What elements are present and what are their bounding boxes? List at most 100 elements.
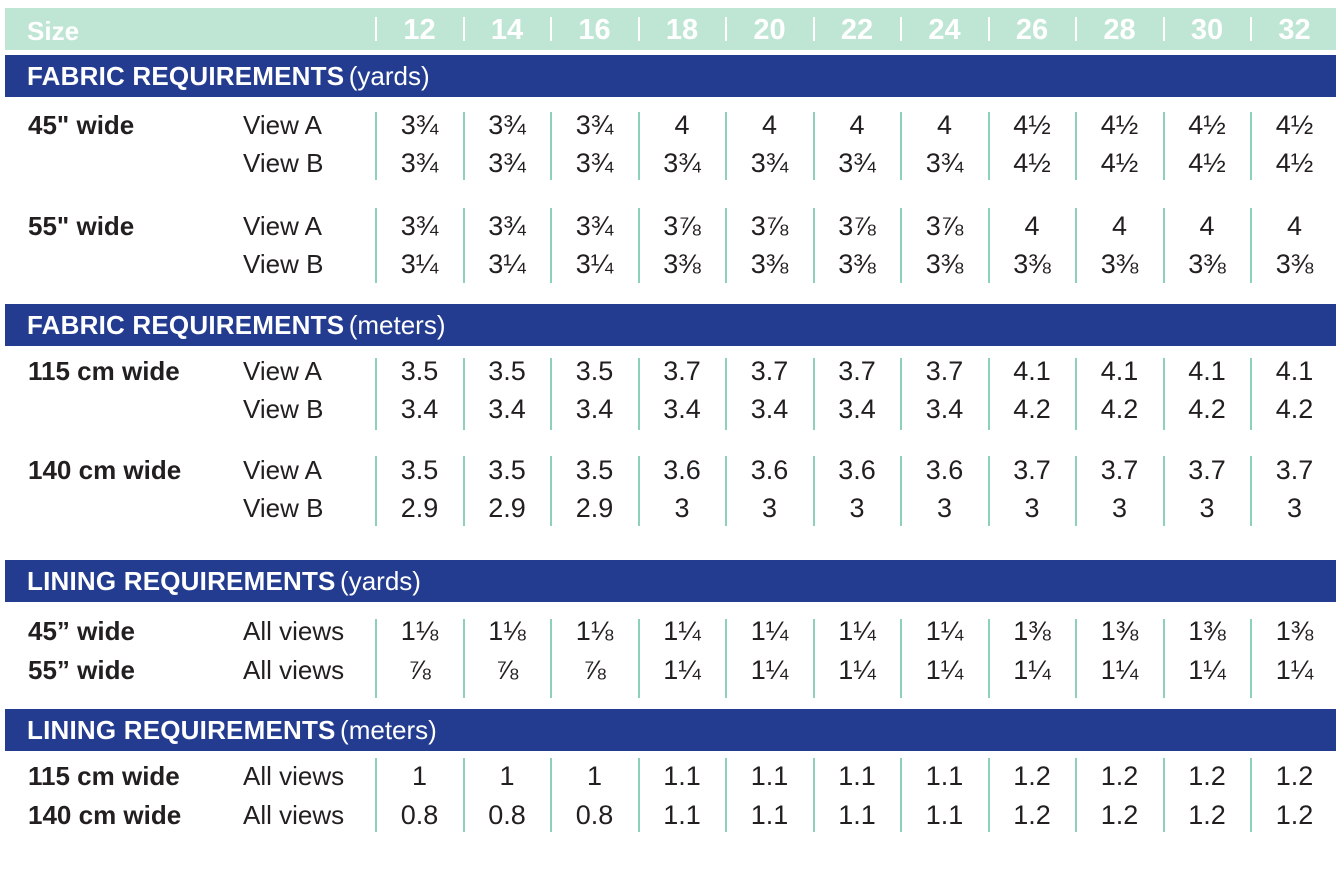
table-cell: 4 bbox=[936, 110, 953, 140]
table-cell: 4½ bbox=[1188, 148, 1226, 178]
header-column-divider bbox=[637, 17, 640, 41]
column-divider bbox=[550, 208, 552, 283]
size-header-row: Size 12 14 16 18 20 22 24 26 28 30 32 bbox=[5, 8, 1336, 50]
header-column-divider bbox=[550, 17, 552, 41]
table-cell: 1 bbox=[499, 761, 515, 791]
table-cell: 1.2 bbox=[1100, 761, 1139, 791]
column-divider bbox=[462, 112, 465, 180]
size-header-22: 22 bbox=[840, 14, 874, 46]
table-cell: 1¼ bbox=[750, 616, 789, 646]
column-divider bbox=[812, 112, 815, 180]
table-cell: 3.4 bbox=[400, 394, 439, 424]
table-cell: 3⅞ bbox=[663, 211, 701, 241]
table-cell: 1⅛ bbox=[575, 616, 614, 646]
table-cell: 3¾ bbox=[838, 148, 876, 178]
column-divider bbox=[375, 208, 377, 283]
table-cell: 1.1 bbox=[750, 800, 789, 830]
table-cell: 3 bbox=[1199, 493, 1215, 523]
table-cell: 4 bbox=[849, 110, 865, 140]
table-cell: 3.6 bbox=[663, 455, 701, 485]
table-cell: 1¼ bbox=[1013, 655, 1051, 685]
column-divider bbox=[725, 358, 727, 430]
view-label: All views bbox=[243, 761, 345, 791]
column-divider bbox=[550, 758, 552, 832]
table-cell: 4.1 bbox=[1275, 356, 1314, 386]
column-divider bbox=[550, 112, 552, 180]
column-divider bbox=[812, 758, 815, 832]
table-cell: 2.9 bbox=[575, 493, 614, 523]
view-label: All views bbox=[243, 616, 345, 646]
table-cell: 1.1 bbox=[838, 761, 876, 791]
table-cell: 3⅜ bbox=[1275, 249, 1314, 279]
column-divider bbox=[375, 758, 377, 832]
table-cell: 1⅜ bbox=[1188, 616, 1226, 646]
table-cell: 3.7 bbox=[1188, 455, 1226, 485]
section-unit: (yards) bbox=[340, 566, 421, 596]
column-divider bbox=[1162, 456, 1165, 526]
table-cell: 4.2 bbox=[1188, 394, 1226, 424]
column-divider bbox=[725, 619, 727, 698]
column-divider bbox=[812, 619, 815, 698]
column-divider bbox=[550, 358, 552, 430]
size-header-30: 30 bbox=[1190, 14, 1224, 46]
table-cell: 3.4 bbox=[575, 394, 614, 424]
section-unit: (meters) bbox=[340, 715, 437, 745]
column-divider bbox=[725, 208, 727, 283]
table-cell: 3¾ bbox=[488, 110, 526, 140]
table-cell: 3.6 bbox=[838, 455, 876, 485]
table-cell: 3 bbox=[1286, 493, 1303, 523]
table-cell: 3.5 bbox=[488, 356, 526, 386]
table-cell: 0.8 bbox=[575, 800, 614, 830]
size-header-32: 32 bbox=[1278, 14, 1311, 46]
table-cell: 3.4 bbox=[925, 394, 964, 424]
table-cell: 3 bbox=[761, 493, 778, 523]
table-cell: 3¾ bbox=[400, 110, 439, 140]
size-header-20: 20 bbox=[753, 14, 786, 46]
header-column-divider bbox=[987, 17, 990, 41]
table-cell: ⅞ bbox=[583, 655, 606, 685]
table-cell: 1¼ bbox=[663, 655, 701, 685]
column-divider bbox=[637, 619, 640, 698]
table-cell: 4 bbox=[761, 110, 778, 140]
column-divider bbox=[900, 456, 902, 526]
table-cell: 1.1 bbox=[663, 800, 701, 830]
table-cell: 3⅜ bbox=[1188, 249, 1226, 279]
table-cell: 3⅜ bbox=[1013, 249, 1051, 279]
column-divider bbox=[462, 758, 465, 832]
column-divider bbox=[1162, 208, 1165, 283]
table-cell: 1⅛ bbox=[400, 616, 439, 646]
table-cell: 4.2 bbox=[1100, 394, 1139, 424]
section-band-0: FABRIC REQUIREMENTS (yards) bbox=[5, 55, 1336, 97]
table-cell: 3⅜ bbox=[925, 249, 964, 279]
table-cell: 1¼ bbox=[663, 616, 701, 646]
size-header-24: 24 bbox=[928, 14, 961, 46]
view-label: View A bbox=[243, 455, 323, 485]
column-divider bbox=[812, 208, 815, 283]
table-cell: 4½ bbox=[1100, 148, 1139, 178]
table-cell: 4 bbox=[1286, 211, 1303, 241]
table-cell: 3 bbox=[674, 493, 690, 523]
view-label: View A bbox=[243, 110, 323, 140]
table-cell: 1.2 bbox=[1188, 761, 1226, 791]
column-divider bbox=[1250, 456, 1252, 526]
column-divider bbox=[1250, 358, 1252, 430]
section-unit: (yards) bbox=[348, 61, 430, 91]
table-cell: 3¾ bbox=[575, 110, 614, 140]
table-cell: 1.1 bbox=[925, 761, 964, 791]
table-cell: 3¾ bbox=[488, 148, 526, 178]
table-cell: 1¼ bbox=[925, 616, 964, 646]
column-divider bbox=[637, 456, 640, 526]
table-cell: ⅞ bbox=[408, 655, 431, 685]
column-divider bbox=[1162, 358, 1165, 430]
column-divider bbox=[1250, 112, 1252, 180]
column-divider bbox=[1162, 758, 1165, 832]
table-cell: 3.7 bbox=[1100, 455, 1139, 485]
column-divider bbox=[900, 112, 902, 180]
table-cell: 1¼ bbox=[1188, 655, 1226, 685]
table-cell: 1.1 bbox=[925, 800, 964, 830]
view-label: View B bbox=[243, 148, 324, 178]
column-divider bbox=[550, 619, 552, 698]
table-cell: 4½ bbox=[1275, 110, 1314, 140]
column-divider bbox=[725, 758, 727, 832]
section-title: LINING REQUIREMENTS bbox=[27, 566, 336, 596]
